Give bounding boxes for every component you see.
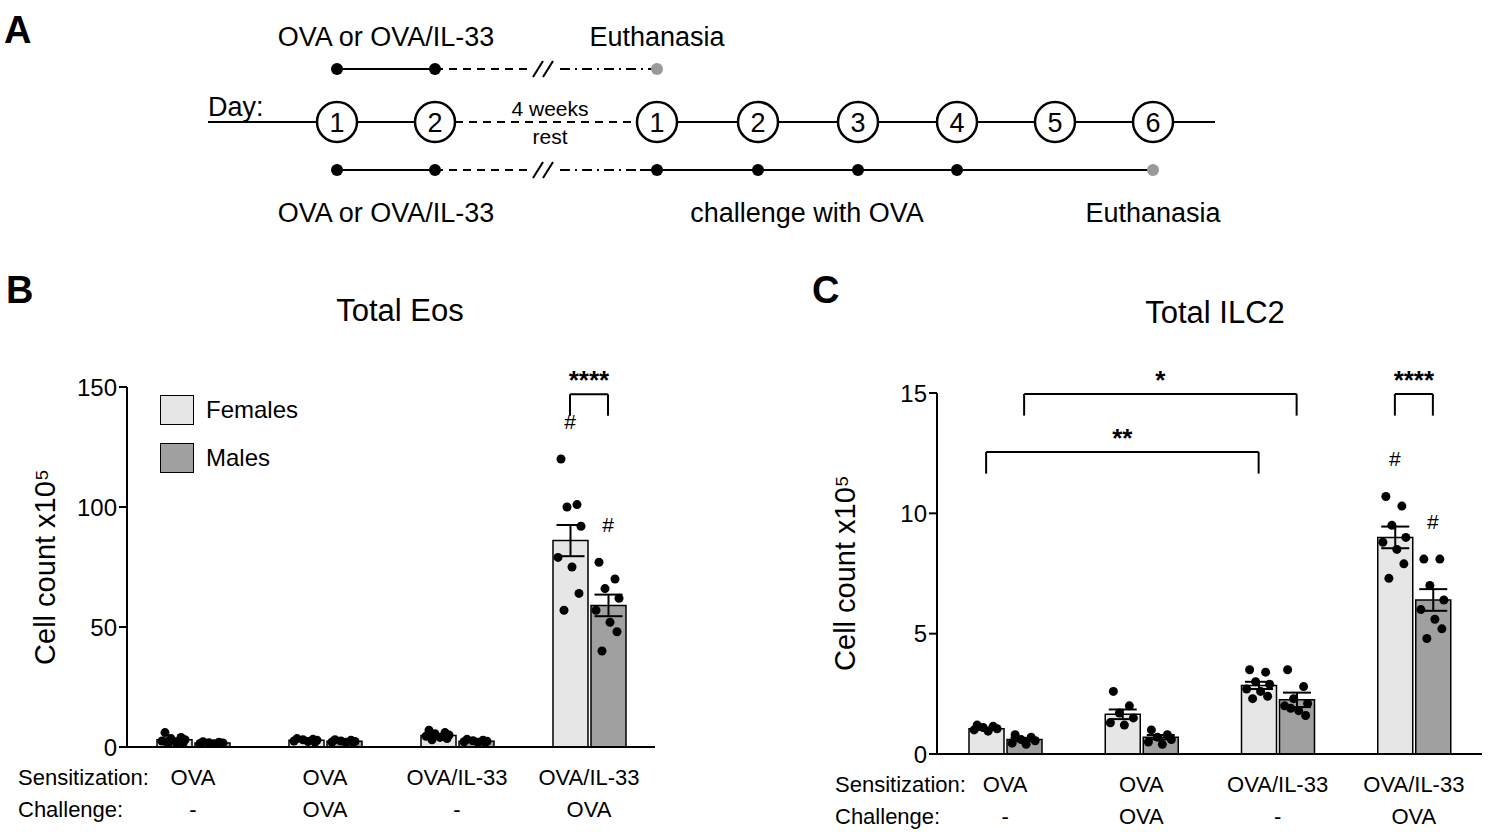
- svg-text:#: #: [1389, 447, 1401, 470]
- svg-text:OVA/IL-33: OVA/IL-33: [1363, 772, 1464, 797]
- svg-text:OVA or OVA/IL-33: OVA or OVA/IL-33: [278, 22, 495, 52]
- svg-text:OVA: OVA: [171, 765, 216, 790]
- svg-text:100: 100: [77, 494, 117, 521]
- svg-text:OVA/IL-33: OVA/IL-33: [406, 765, 507, 790]
- svg-text:****: ****: [1394, 365, 1435, 395]
- svg-text:OVA: OVA: [303, 797, 348, 822]
- svg-text:50: 50: [90, 614, 117, 641]
- svg-text:B: B: [8, 269, 33, 311]
- svg-text:OVA: OVA: [1391, 804, 1436, 829]
- svg-text:#: #: [564, 410, 576, 433]
- svg-text:Euthanasia: Euthanasia: [589, 22, 725, 52]
- svg-text:-: -: [453, 797, 460, 822]
- svg-text:Day:: Day:: [208, 92, 264, 122]
- svg-text:150: 150: [77, 374, 117, 401]
- svg-text:Total ILC2: Total ILC2: [1145, 295, 1285, 330]
- svg-text:Cell count x10⁵: Cell count x10⁵: [829, 475, 861, 671]
- svg-text:5: 5: [1047, 108, 1062, 138]
- svg-text:OVA or OVA/IL-33: OVA or OVA/IL-33: [278, 198, 495, 228]
- svg-text:*: *: [1155, 365, 1166, 395]
- svg-text:OVA/IL-33: OVA/IL-33: [1227, 772, 1328, 797]
- svg-text:15: 15: [900, 380, 927, 407]
- svg-text:3: 3: [850, 108, 865, 138]
- svg-text:6: 6: [1145, 108, 1160, 138]
- svg-text:OVA: OVA: [1119, 772, 1164, 797]
- svg-text:Sensitization:: Sensitization:: [835, 772, 966, 797]
- svg-text:10: 10: [900, 500, 927, 527]
- svg-text:Challenge:: Challenge:: [835, 804, 940, 829]
- svg-text:1: 1: [329, 108, 344, 138]
- svg-text:OVA: OVA: [303, 765, 348, 790]
- svg-text:challenge with OVA: challenge with OVA: [690, 198, 924, 228]
- svg-text:C: C: [812, 269, 839, 311]
- svg-text:Cell count x10⁵: Cell count x10⁵: [29, 469, 61, 665]
- svg-text:**: **: [1112, 423, 1133, 453]
- svg-text:****: ****: [569, 365, 610, 395]
- svg-text:4 weeks: 4 weeks: [511, 97, 588, 120]
- svg-text:OVA: OVA: [1119, 804, 1164, 829]
- svg-text:-: -: [1001, 804, 1008, 829]
- svg-text:Total Eos: Total Eos: [336, 293, 464, 328]
- svg-text:OVA/IL-33: OVA/IL-33: [538, 765, 639, 790]
- svg-text:Challenge:: Challenge:: [18, 797, 123, 822]
- svg-text:#: #: [602, 513, 614, 536]
- svg-text:Euthanasia: Euthanasia: [1085, 198, 1221, 228]
- svg-text:A: A: [8, 9, 31, 51]
- svg-text:rest: rest: [532, 125, 567, 148]
- svg-text:-: -: [1274, 804, 1281, 829]
- html-text:Males: Males: [206, 444, 270, 471]
- svg-text:0: 0: [104, 734, 117, 761]
- svg-text:2: 2: [750, 108, 765, 138]
- svg-text:4: 4: [949, 108, 964, 138]
- svg-text:OVA: OVA: [567, 797, 612, 822]
- svg-text:-: -: [189, 797, 196, 822]
- html-text:Females: Females: [206, 396, 298, 423]
- svg-text:0: 0: [914, 741, 927, 768]
- svg-text:1: 1: [649, 108, 664, 138]
- svg-text:#: #: [1427, 510, 1439, 533]
- svg-text:Sensitization:: Sensitization:: [18, 765, 149, 790]
- svg-text:2: 2: [427, 108, 442, 138]
- svg-text:OVA: OVA: [983, 772, 1028, 797]
- svg-text:5: 5: [914, 620, 927, 647]
